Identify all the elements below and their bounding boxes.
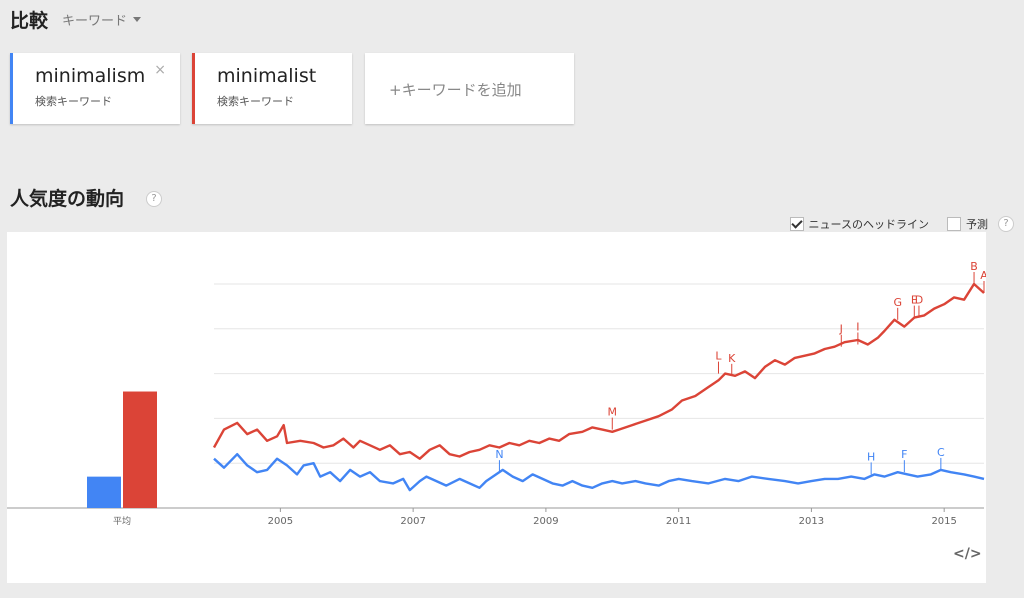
term-sublabel: 検索キーワード	[35, 95, 112, 108]
close-icon[interactable]: ×	[154, 62, 166, 78]
term-label: minimalism	[35, 65, 146, 87]
forecast-checkbox[interactable]	[947, 217, 961, 231]
annotation-E: E	[911, 294, 918, 307]
annotation-K: K	[728, 352, 736, 365]
annotation-C: C	[937, 446, 945, 459]
news-headlines-checkbox[interactable]	[789, 217, 804, 231]
help-icon[interactable]: ?	[146, 191, 163, 207]
annotation-B: B	[970, 260, 978, 273]
help-icon[interactable]: ?	[998, 216, 1014, 232]
term-card-minimalist[interactable]: minimalist 検索キーワード	[192, 53, 352, 124]
average-bar-minimalist	[123, 391, 157, 508]
x-axis-ticks: 2005 2007 2009 2011 2013 2015	[268, 508, 957, 527]
term-sublabel: 検索キーワード	[217, 95, 294, 108]
annotation-G: G	[893, 296, 902, 309]
series-line-minimalist	[212, 282, 985, 460]
chart-grid	[7, 283, 984, 509]
average-label: 平均	[113, 515, 131, 527]
annotation-M: M	[608, 406, 618, 419]
chart-lines	[212, 282, 985, 492]
average-bars: 平均	[87, 391, 157, 527]
keyword-type-dropdown[interactable]: キーワード	[62, 10, 142, 29]
add-keyword-label: +キーワードを追加	[389, 81, 522, 99]
annotation-J: J	[839, 323, 843, 336]
x-tick-label: 2011	[666, 516, 691, 527]
annotation-A: A	[980, 269, 986, 282]
x-tick-label: 2007	[400, 516, 425, 527]
annotation-N: N	[495, 448, 503, 461]
news-headlines-toggle[interactable]: ニュースのヘッドライン	[789, 216, 929, 232]
term-label: minimalist	[217, 65, 317, 87]
compare-header: 比較 キーワード	[10, 6, 142, 32]
x-tick-label: 2015	[931, 516, 956, 527]
annotation-D: D	[915, 294, 923, 307]
add-keyword-card[interactable]: +キーワードを追加	[365, 53, 574, 124]
annotation-H: H	[867, 450, 875, 463]
term-card-minimalism[interactable]: minimalism 検索キーワード ×	[10, 53, 180, 124]
average-bar-minimalism	[87, 476, 121, 508]
caret-down-icon	[133, 16, 142, 22]
page-title: 比較	[10, 9, 49, 32]
x-tick-label: 2005	[268, 516, 293, 527]
chart-options: ニュースのヘッドライン 予測 ?	[772, 216, 1014, 232]
annotation-I: I	[856, 320, 859, 333]
embed-icon[interactable]: </>	[953, 546, 982, 562]
series-line-minimalism	[213, 453, 985, 492]
forecast-toggle[interactable]: 予測	[947, 216, 988, 232]
annotation-F: F	[901, 448, 907, 461]
x-tick-label: 2009	[533, 516, 558, 527]
forecast-label: 予測	[966, 218, 988, 231]
section-title: 人気度の動向	[10, 187, 125, 210]
section-heading: 人気度の動向 ?	[10, 183, 163, 211]
news-headlines-label: ニュースのヘッドライン	[808, 218, 929, 231]
annotation-L: L	[715, 350, 722, 363]
news-annotations: N M L K J I G ED BA H F C	[495, 260, 988, 475]
x-tick-label: 2013	[799, 516, 824, 527]
keyword-type-label: キーワード	[62, 13, 128, 29]
